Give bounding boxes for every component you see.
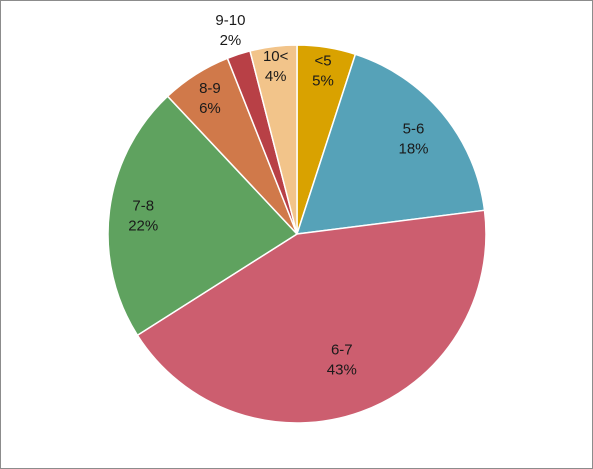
data-label-2: 5-6 18%	[398, 121, 428, 158]
data-label-7: 10< 4%	[263, 48, 289, 85]
data-label-1: <5 5%	[312, 53, 334, 90]
data-label-5: 8-9 6%	[199, 80, 221, 117]
pie-slice-7	[249, 44, 298, 235]
data-label-4: 7-8 22%	[128, 198, 158, 235]
slice-category-label: 8-9	[199, 80, 221, 97]
slice-percent-label: 2%	[220, 32, 242, 49]
slice-category-label: 9-10	[215, 12, 245, 29]
pie-slices	[107, 44, 487, 424]
slice-category-label: 6-7	[331, 341, 353, 358]
data-label-3: 6-7 43%	[327, 341, 357, 378]
slice-category-label: 10<	[263, 48, 289, 65]
slice-percent-label: 4%	[265, 68, 287, 85]
slice-percent-label: 5%	[312, 73, 334, 90]
slice-percent-label: 6%	[199, 100, 221, 117]
slice-percent-label: 18%	[398, 141, 428, 158]
slice-percent-label: 22%	[128, 218, 158, 235]
data-label-6: 9-10 2%	[215, 12, 245, 49]
slice-category-label: <5	[314, 53, 331, 70]
pie-slice-4	[107, 95, 299, 337]
slice-category-label: 7-8	[132, 198, 154, 215]
data-labels: <5 5%5-6 18%6-7 43%7-8 22%8-9 6%9-10 2%10< 4%	[128, 12, 428, 378]
slice-percent-label: 43%	[327, 361, 357, 378]
pie-slice-2	[295, 53, 486, 235]
pie-slice-3	[136, 209, 487, 424]
slice-category-label: 5-6	[403, 121, 425, 138]
